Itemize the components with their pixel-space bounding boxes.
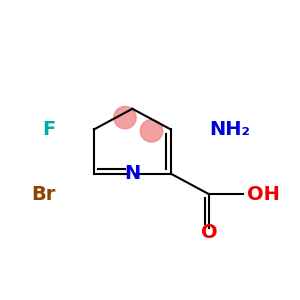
- Text: O: O: [201, 223, 217, 242]
- Text: NH₂: NH₂: [209, 120, 250, 139]
- Text: Br: Br: [32, 185, 56, 204]
- Circle shape: [114, 106, 136, 129]
- Text: OH: OH: [247, 185, 280, 204]
- Text: F: F: [43, 120, 56, 139]
- Circle shape: [140, 120, 163, 142]
- Text: N: N: [124, 164, 140, 183]
